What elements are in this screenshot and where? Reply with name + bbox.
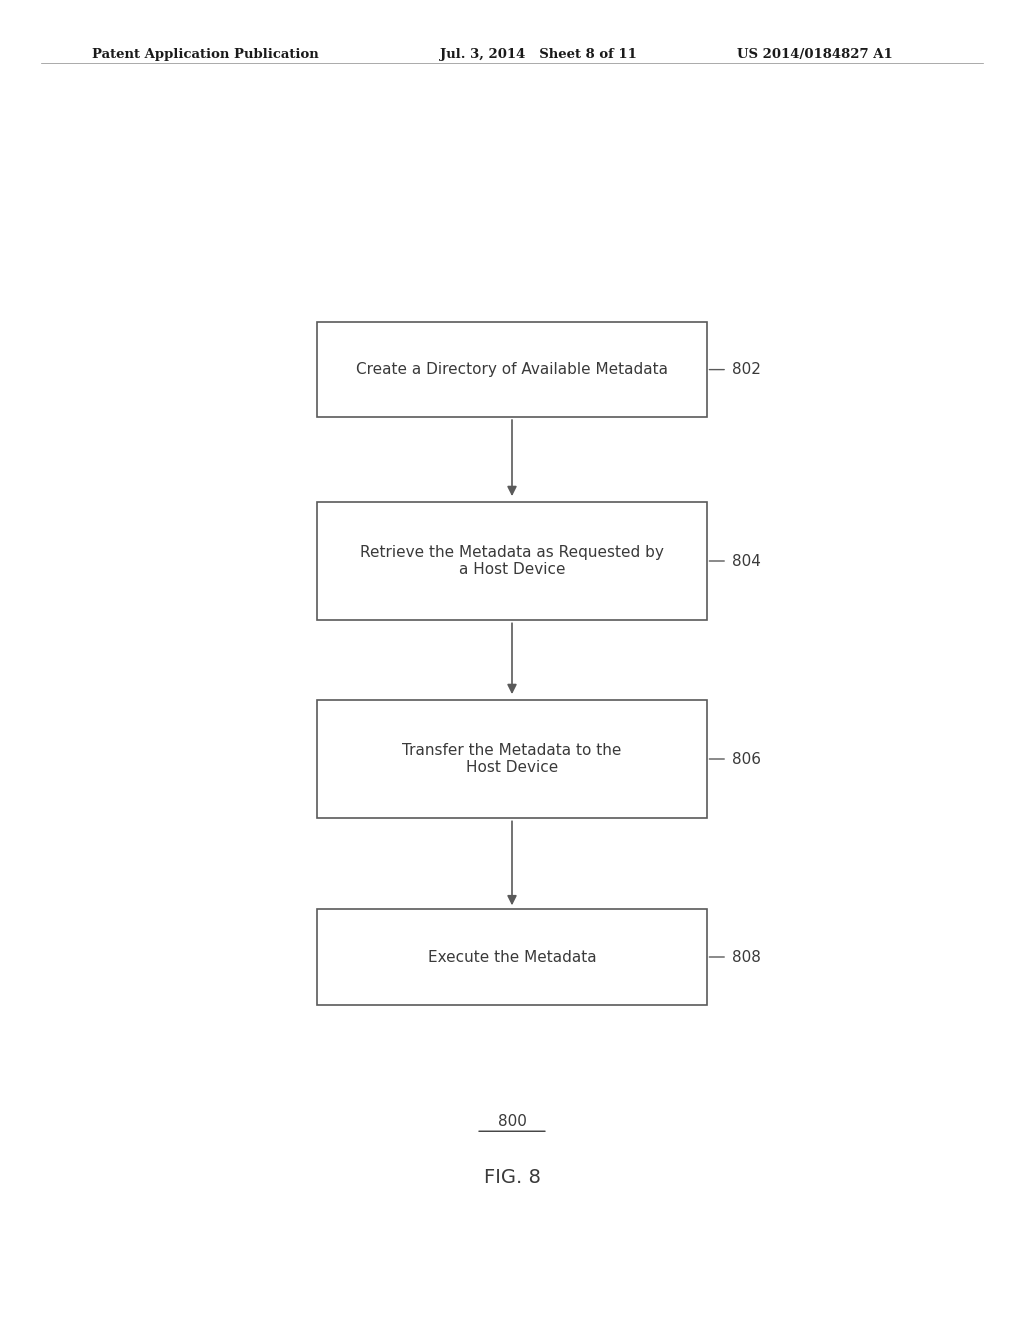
Text: 806: 806 <box>732 751 761 767</box>
FancyBboxPatch shape <box>317 909 707 1005</box>
FancyBboxPatch shape <box>317 322 707 417</box>
Text: 808: 808 <box>732 949 761 965</box>
Text: 804: 804 <box>732 553 761 569</box>
Text: Jul. 3, 2014   Sheet 8 of 11: Jul. 3, 2014 Sheet 8 of 11 <box>440 48 637 61</box>
FancyBboxPatch shape <box>317 700 707 818</box>
Text: 802: 802 <box>732 362 761 378</box>
Text: Retrieve the Metadata as Requested by
a Host Device: Retrieve the Metadata as Requested by a … <box>360 545 664 577</box>
Text: Create a Directory of Available Metadata: Create a Directory of Available Metadata <box>356 362 668 378</box>
Text: FIG. 8: FIG. 8 <box>483 1168 541 1187</box>
Text: Execute the Metadata: Execute the Metadata <box>428 949 596 965</box>
Text: Transfer the Metadata to the
Host Device: Transfer the Metadata to the Host Device <box>402 743 622 775</box>
Text: US 2014/0184827 A1: US 2014/0184827 A1 <box>737 48 893 61</box>
FancyBboxPatch shape <box>317 502 707 620</box>
Text: 800: 800 <box>498 1114 526 1129</box>
Text: Patent Application Publication: Patent Application Publication <box>92 48 318 61</box>
